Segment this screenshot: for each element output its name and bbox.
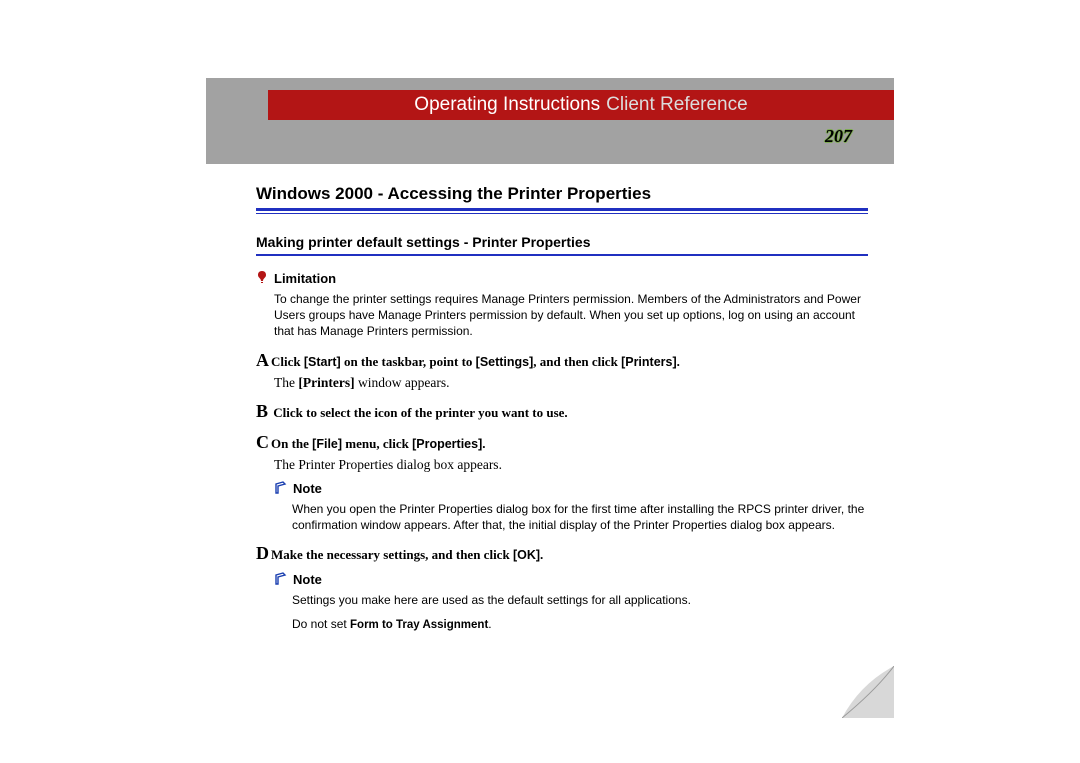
document-page: Operating Instructions Client Reference … xyxy=(206,78,894,718)
step-c-b2: [Properties] xyxy=(412,437,482,451)
step-a-result-b: [Printers] xyxy=(298,375,354,390)
step-d-b1: [OK] xyxy=(513,548,540,562)
note2-line2-b: Form to Tray Assignment xyxy=(350,619,488,631)
step-c-post: . xyxy=(482,436,485,451)
step-a-post: . xyxy=(677,354,680,369)
limitation-label: Limitation xyxy=(274,271,336,286)
title-strip: Operating Instructions Client Reference xyxy=(268,90,894,120)
step-d-letter: D xyxy=(256,543,269,563)
note1-text: When you open the Printer Properties dia… xyxy=(292,501,868,533)
step-d-pre: Make the necessary settings, and then cl… xyxy=(271,547,513,562)
step-c: COn the [File] menu, click [Properties]. xyxy=(256,432,868,453)
limitation-callout: Limitation xyxy=(256,270,868,287)
note-icon xyxy=(274,481,287,497)
note-icon xyxy=(274,572,287,588)
step-a-result: The [Printers] window appears. xyxy=(274,375,868,391)
page-content: Windows 2000 - Accessing the Printer Pro… xyxy=(256,184,868,642)
note2-line1: Settings you make here are used as the d… xyxy=(292,592,868,608)
limitation-icon xyxy=(256,270,268,287)
step-c-pre: On the xyxy=(271,436,312,451)
step-a-pre: Click xyxy=(271,354,304,369)
step-b-text: Click to select the icon of the printer … xyxy=(270,405,568,420)
step-c-letter: C xyxy=(256,432,269,452)
note2-callout: Note xyxy=(274,572,868,588)
step-a: AClick [Start] on the taskbar, point to … xyxy=(256,350,868,371)
main-heading: Windows 2000 - Accessing the Printer Pro… xyxy=(256,184,868,204)
step-a-b2: [Settings] xyxy=(476,355,534,369)
step-b-letter: B xyxy=(256,401,268,421)
step-a-result-pre: The xyxy=(274,375,298,390)
step-a-b1: [Start] xyxy=(304,355,341,369)
limitation-text: To change the printer settings requires … xyxy=(274,291,868,340)
step-a-mid1: on the taskbar, point to xyxy=(341,354,476,369)
heading-rule-thick xyxy=(256,208,868,211)
step-c-mid1: menu, click xyxy=(342,436,412,451)
sub-heading: Making printer default settings - Printe… xyxy=(256,234,868,250)
step-d: DMake the necessary settings, and then c… xyxy=(256,543,868,564)
note1-label: Note xyxy=(293,481,322,496)
step-a-mid2: , and then click xyxy=(533,354,621,369)
step-c-result: The Printer Properties dialog box appear… xyxy=(274,457,868,473)
page-number: 207 xyxy=(825,126,852,147)
note2-line2: Do not set Form to Tray Assignment. xyxy=(292,616,868,634)
step-c-b1: [File] xyxy=(312,437,342,451)
header-banner: Operating Instructions Client Reference … xyxy=(206,78,894,164)
note2-line2-pre: Do not set xyxy=(292,617,350,631)
step-a-b3: [Printers] xyxy=(621,355,677,369)
subheading-rule xyxy=(256,254,868,256)
note2-label: Note xyxy=(293,572,322,587)
step-a-letter: A xyxy=(256,350,269,370)
heading-rule-thin xyxy=(256,213,868,214)
doc-title-part2: Client Reference xyxy=(606,94,748,116)
page-curl-icon[interactable] xyxy=(842,666,894,718)
doc-title-part1: Operating Instructions xyxy=(414,94,600,116)
step-d-post: . xyxy=(540,547,543,562)
note1-callout: Note xyxy=(274,481,868,497)
step-a-result-post: window appears. xyxy=(355,375,450,390)
note2-line2-post: . xyxy=(488,617,491,631)
step-b: B Click to select the icon of the printe… xyxy=(256,401,868,422)
